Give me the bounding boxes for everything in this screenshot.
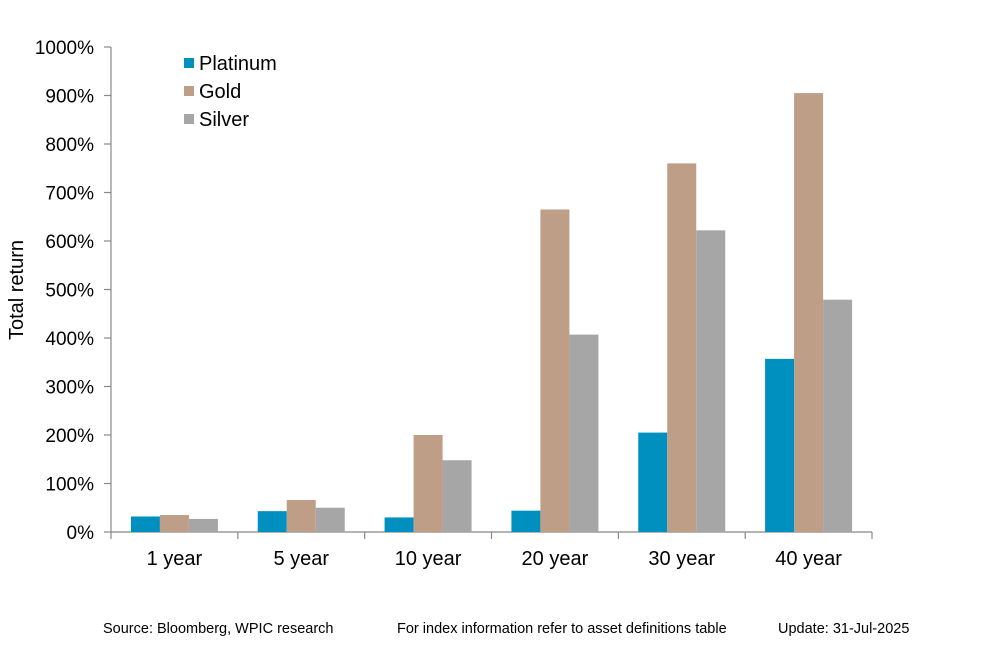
x-category-label: 5 year xyxy=(273,548,329,570)
legend-swatch-silver xyxy=(184,114,194,124)
y-tick-label: 1000% xyxy=(35,38,94,59)
bar-silver-1-year xyxy=(188,518,218,532)
bar-gold-5-year xyxy=(286,499,316,532)
y-tick-labels: 0% 100% 200% 300% 400% 500% 600% 700% 800% 900% 10… xyxy=(35,38,94,544)
footer-index-note: For index information refer to asset def… xyxy=(397,621,727,637)
bar-gold-20-year xyxy=(540,209,570,532)
footer-update: Update: 31-Jul-2025 xyxy=(778,621,910,637)
bar-silver-20-year xyxy=(569,334,599,532)
bar-platinum-40-year xyxy=(765,358,795,532)
legend-label-gold: Gold xyxy=(199,81,241,103)
bar-gold-30-year xyxy=(667,163,697,532)
bars xyxy=(130,93,853,532)
y-tick-label: 400% xyxy=(45,329,94,350)
bar-silver-5-year xyxy=(315,507,345,532)
bar-chart: 0% 100% 200% 300% 400% 500% 600% 700% 800% 900% 10… xyxy=(6,38,873,570)
y-tick-label: 600% xyxy=(45,232,94,253)
x-category-label: 10 year xyxy=(395,548,462,570)
legend-label-silver: Silver xyxy=(199,109,249,131)
x-category-label: 40 year xyxy=(775,548,842,570)
bar-gold-10-year xyxy=(413,435,443,532)
bar-platinum-10-year xyxy=(384,517,414,532)
y-tick-label: 500% xyxy=(45,281,94,302)
x-category-label: 20 year xyxy=(522,548,589,570)
bar-platinum-30-year xyxy=(638,432,668,532)
bar-gold-40-year xyxy=(794,93,824,532)
bar-platinum-5-year xyxy=(257,511,287,532)
y-axis-title: Total return xyxy=(6,240,28,340)
bar-platinum-20-year xyxy=(511,510,541,532)
y-tick-label: 700% xyxy=(45,184,94,205)
legend-swatch-platinum xyxy=(184,58,194,68)
y-tick-label: 100% xyxy=(45,475,94,496)
y-tick-label: 300% xyxy=(45,378,94,399)
x-category-labels: 1 year 5 year 10 year 20 year 30 year 40 year xyxy=(147,548,843,570)
bar-gold-1-year xyxy=(159,515,189,532)
x-category-label: 1 year xyxy=(147,548,203,570)
legend-label-platinum: Platinum xyxy=(199,53,277,75)
bar-silver-10-year xyxy=(442,460,472,532)
legend-swatch-gold xyxy=(184,86,194,96)
legend: Platinum Gold Silver xyxy=(184,53,277,131)
x-category-label: 30 year xyxy=(648,548,715,570)
y-tick-label: 900% xyxy=(45,87,94,108)
y-tick-label: 200% xyxy=(45,426,94,447)
y-tick-label: 0% xyxy=(67,523,95,544)
bar-silver-30-year xyxy=(696,230,726,532)
bar-silver-40-year xyxy=(823,299,853,532)
bar-platinum-1-year xyxy=(130,516,160,532)
y-tick-label: 800% xyxy=(45,135,94,156)
axes xyxy=(104,46,873,539)
footer-source: Source: Bloomberg, WPIC research xyxy=(103,621,334,637)
